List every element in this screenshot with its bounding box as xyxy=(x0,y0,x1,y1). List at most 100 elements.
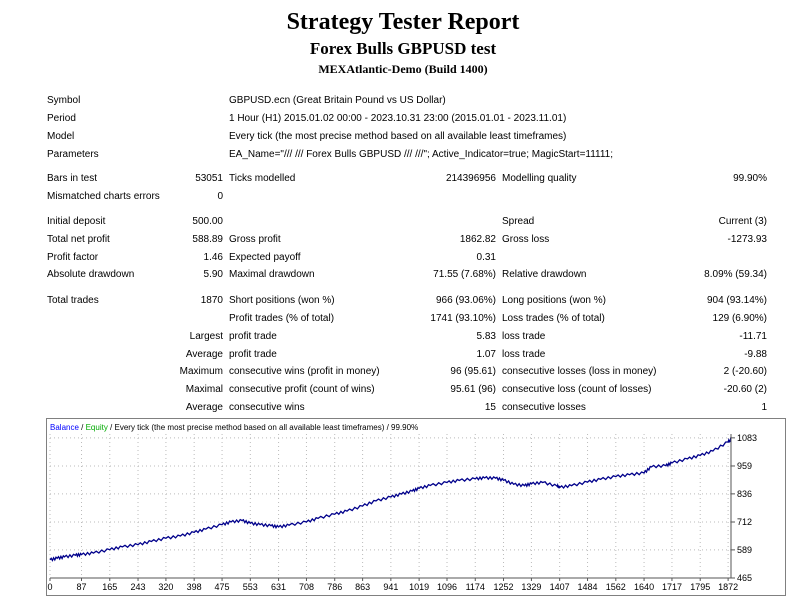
average-consecutive-wins-label: consecutive wins xyxy=(229,402,305,413)
maximal-consecutive-loss-value: -20.60 (2) xyxy=(723,384,767,395)
report-title: Strategy Tester Report xyxy=(286,9,520,35)
gross-profit-value: 1862.82 xyxy=(459,234,496,245)
parameters-label: Parameters xyxy=(47,149,99,160)
average-loss-trade-value: -9.88 xyxy=(744,349,767,360)
x-tick-label: 941 xyxy=(383,582,398,592)
long-positions-value: 904 (93.14%) xyxy=(706,295,767,306)
legend-separator: / xyxy=(79,423,86,432)
quality-label: Modelling quality xyxy=(502,173,577,184)
net-profit-value: 588.89 xyxy=(192,234,223,245)
y-axis-ticks: 465 589 712 836 959 1083 xyxy=(730,433,757,583)
largest-profit-trade-label: profit trade xyxy=(229,331,277,342)
x-tick-label: 1019 xyxy=(409,582,429,592)
largest-loss-trade-label: loss trade xyxy=(502,331,546,342)
x-tick-label: 1484 xyxy=(578,582,598,592)
average-profit-trade-label: profit trade xyxy=(229,349,277,360)
total-trades-label: Total trades xyxy=(47,295,99,306)
x-tick-label: 243 xyxy=(131,582,146,592)
x-tick-label: 553 xyxy=(243,582,258,592)
period-value: 1 Hour (H1) 2015.01.02 00:00 - 2023.10.3… xyxy=(229,113,567,124)
maximal-drawdown-value: 71.55 (7.68%) xyxy=(433,269,496,280)
loss-trades-label: Loss trades (% of total) xyxy=(502,313,605,324)
y-tick-label: 712 xyxy=(737,517,752,527)
average2-label: Average xyxy=(185,402,223,413)
profit-factor-label: Profit factor xyxy=(47,252,99,263)
x-tick-label: 87 xyxy=(77,582,87,592)
chart-frame xyxy=(46,418,786,596)
x-tick-label: 863 xyxy=(355,582,370,592)
profit-trades-value: 1741 (93.10%) xyxy=(430,313,496,324)
maximum-label: Maximum xyxy=(179,366,223,377)
spread-label: Spread xyxy=(502,216,535,227)
maximal-consecutive-profit-label: consecutive profit (count of wins) xyxy=(229,384,375,395)
x-tick-label: 631 xyxy=(271,582,286,592)
balance-chart: Balance / Equity / Every tick (the most … xyxy=(46,418,786,596)
x-tick-label: 1407 xyxy=(550,582,570,592)
spread-value: Current (3) xyxy=(718,216,767,227)
quality-value: 99.90% xyxy=(733,173,767,184)
loss-trades-value: 129 (6.90%) xyxy=(712,313,767,324)
largest-loss-trade-value: -11.71 xyxy=(739,331,767,342)
x-tick-label: 1174 xyxy=(466,582,485,592)
long-positions-label: Long positions (won %) xyxy=(502,295,606,306)
y-tick-label: 1083 xyxy=(737,433,757,443)
average-consecutive-losses-label: consecutive losses xyxy=(502,402,586,413)
y-tick-label: 836 xyxy=(737,489,752,499)
period-label: Period xyxy=(47,113,76,124)
average-label: Average xyxy=(185,349,223,360)
ticks-label: Ticks modelled xyxy=(229,173,296,184)
deposit-label: Initial deposit xyxy=(47,216,106,227)
bars-value: 53051 xyxy=(195,173,223,184)
expected-payoff-value: 0.31 xyxy=(476,252,496,263)
average-consecutive-wins-value: 15 xyxy=(484,402,496,413)
short-positions-label: Short positions (won %) xyxy=(229,295,335,306)
x-tick-label: 1252 xyxy=(494,582,514,592)
absolute-drawdown-value: 5.90 xyxy=(203,269,223,280)
profit-trades-label: Profit trades (% of total) xyxy=(229,313,335,324)
relative-drawdown-value: 8.09% (59.34) xyxy=(704,269,767,280)
max-consecutive-wins-label: consecutive wins (profit in money) xyxy=(229,366,380,377)
maximal-drawdown-label: Maximal drawdown xyxy=(229,269,315,280)
max-consecutive-losses-label: consecutive losses (loss in money) xyxy=(502,366,657,377)
model-value: Every tick (the most precise method base… xyxy=(229,131,567,142)
legend-equity: Equity xyxy=(86,423,108,432)
x-tick-label: 165 xyxy=(102,582,117,592)
max-consecutive-losses-value: 2 (-20.60) xyxy=(723,366,767,377)
average-consecutive-losses-value: 1 xyxy=(761,402,767,413)
x-tick-label: 1096 xyxy=(437,582,457,592)
x-tick-label: 475 xyxy=(215,582,230,592)
x-tick-label: 320 xyxy=(158,582,173,592)
relative-drawdown-label: Relative drawdown xyxy=(502,269,587,280)
expected-payoff-label: Expected payoff xyxy=(229,252,301,263)
maximal-consecutive-profit-value: 95.61 (96) xyxy=(450,384,496,395)
ticks-value: 214396956 xyxy=(445,173,496,184)
report-server: MEXAtlantic-Demo (Build 1400) xyxy=(318,62,488,76)
legend-balance: Balance xyxy=(50,423,79,432)
average-loss-trade-label: loss trade xyxy=(502,349,546,360)
mismatch-value: 0 xyxy=(217,191,223,202)
absolute-drawdown-label: Absolute drawdown xyxy=(47,269,135,280)
bars-label: Bars in test xyxy=(47,173,98,184)
x-tick-label: 0 xyxy=(47,582,52,592)
x-tick-label: 1562 xyxy=(606,582,626,592)
y-tick-label: 589 xyxy=(737,545,752,555)
maximal-consecutive-loss-label: consecutive loss (count of losses) xyxy=(502,384,652,395)
largest-label: Largest xyxy=(189,331,223,342)
x-tick-label: 1872 xyxy=(718,582,738,592)
y-tick-label: 465 xyxy=(737,573,752,583)
gross-loss-label: Gross loss xyxy=(502,234,550,245)
gross-profit-label: Gross profit xyxy=(229,234,281,245)
total-trades-value: 1870 xyxy=(200,295,223,306)
y-tick-label: 959 xyxy=(737,461,752,471)
short-positions-value: 966 (93.06%) xyxy=(435,295,496,306)
x-tick-label: 398 xyxy=(187,582,202,592)
gross-loss-value: -1273.93 xyxy=(727,234,767,245)
maximal-label: Maximal xyxy=(185,384,223,395)
average-profit-trade-value: 1.07 xyxy=(476,349,496,360)
series-line-balance xyxy=(49,437,732,562)
x-axis-ticks: 0 87 165 243 320 398 475 553 631 708 786 863 941 1019… xyxy=(47,577,738,592)
symbol-label: Symbol xyxy=(47,95,81,106)
report-subtitle: Forex Bulls GBPUSD test xyxy=(309,39,497,58)
profit-factor-value: 1.46 xyxy=(203,252,223,263)
net-profit-label: Total net profit xyxy=(47,234,110,245)
